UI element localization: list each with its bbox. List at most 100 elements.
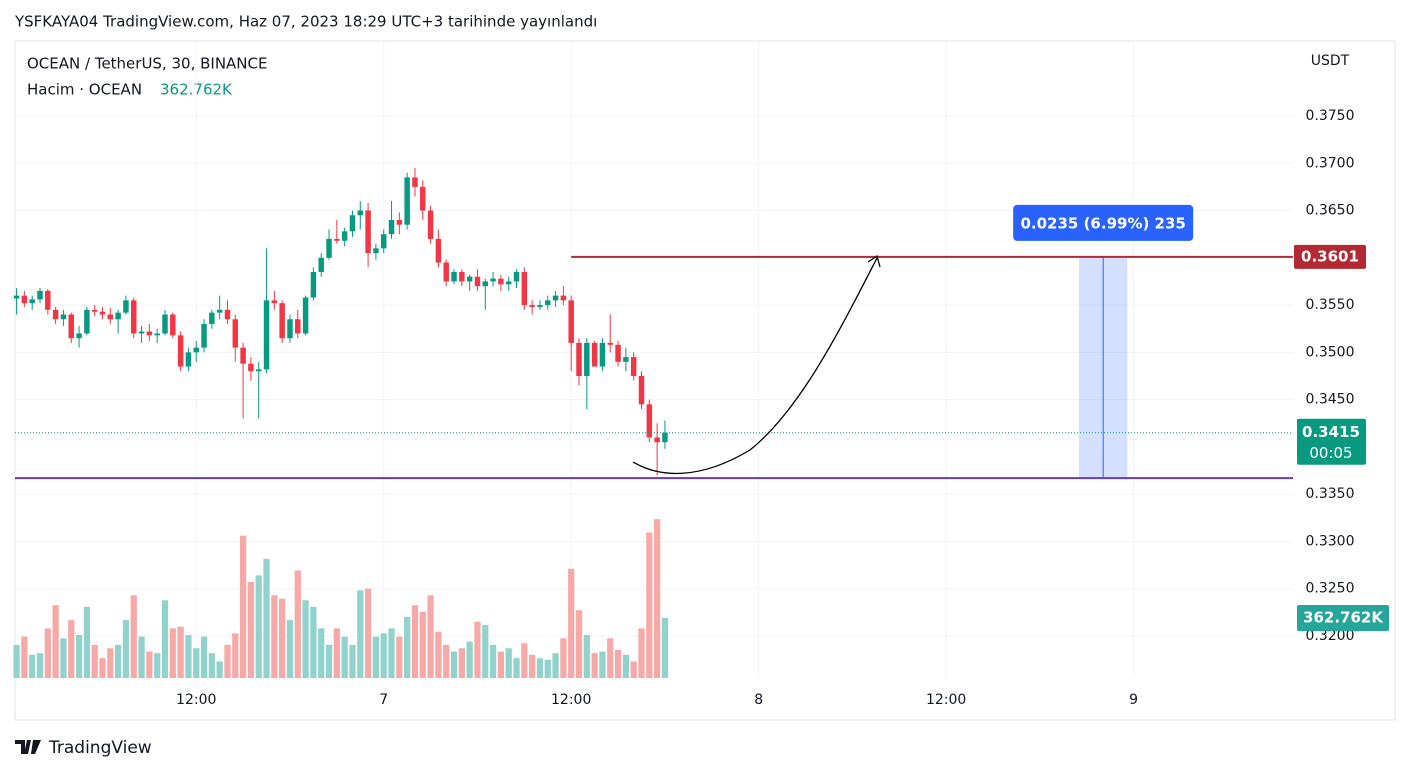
volume-bar [661, 617, 669, 678]
volume-bar [29, 654, 36, 678]
volume-bar [630, 661, 637, 678]
candle-body [45, 290, 51, 310]
candle-body [185, 352, 192, 367]
volume-bar [185, 634, 192, 678]
volume-bar [474, 621, 481, 678]
y-tick-label: 0.3750 [1306, 108, 1355, 124]
volume-bar [591, 653, 598, 678]
volume-bar [536, 658, 544, 678]
y-tick-label: 0.3350 [1306, 486, 1355, 502]
candle-body [576, 342, 582, 376]
volume-bar [68, 620, 75, 678]
volume-bar [208, 653, 215, 678]
volume-bar [357, 590, 364, 678]
x-tick-label: 9 [1129, 692, 1138, 708]
published-note: YSFKAYA04 TradingView.com, Haz 07, 2023 … [14, 13, 597, 31]
currency: USDT [1311, 53, 1350, 69]
candle-body [435, 238, 442, 263]
candle-body [584, 342, 590, 376]
candle-body [482, 281, 489, 287]
volume-bar [364, 588, 372, 678]
candle-body [662, 432, 668, 443]
candle-body [357, 210, 364, 216]
candle-body [552, 295, 559, 301]
candle-body [37, 290, 43, 300]
candle-body [607, 342, 613, 345]
candle-body [68, 314, 74, 339]
candle-body [255, 369, 262, 372]
volume-bar [458, 648, 465, 678]
candle-body [201, 323, 207, 348]
volume-bar [489, 644, 497, 678]
volume-bar [286, 620, 294, 678]
volume-bar [560, 638, 567, 678]
volume-bar [372, 636, 380, 678]
volume-bar [83, 606, 90, 678]
candle-body [224, 309, 231, 320]
candle-body [404, 177, 410, 225]
candle-body [615, 344, 621, 362]
volume-bar [435, 631, 442, 678]
candle-body [138, 331, 145, 334]
volume-bar [380, 633, 387, 678]
volume-bar [466, 641, 473, 678]
volume-bar [216, 661, 223, 678]
volume-bar [60, 638, 67, 678]
candle-body [295, 319, 301, 334]
logo [15, 740, 41, 754]
volume-bar [443, 644, 450, 678]
candle-body [279, 303, 285, 339]
last-price-tag [1297, 418, 1366, 465]
candle-body [271, 300, 278, 304]
volume-bar [599, 651, 606, 678]
volume-bar [411, 605, 419, 678]
volume-bar [607, 638, 614, 678]
candle-body [646, 404, 653, 438]
x-tick-label: 12:00 [551, 692, 591, 708]
volume-bar [107, 648, 114, 678]
candle-body [490, 278, 496, 282]
volume-bar [91, 644, 98, 678]
candle-body [287, 319, 293, 339]
candle-body [420, 186, 426, 211]
volume-bar [146, 651, 153, 678]
volume-bar [552, 653, 559, 678]
candle-body [380, 234, 387, 249]
volume-tag-label: 362.762K [1303, 608, 1384, 626]
volume-bar [325, 644, 333, 678]
candle-body [474, 276, 481, 287]
volume-bar [36, 653, 44, 678]
candle-body [466, 276, 473, 282]
volume-bar [404, 616, 411, 678]
target-tag-label: 0.3601 [1301, 247, 1359, 265]
candle-body [349, 215, 356, 232]
candle-body [84, 309, 90, 334]
volume-bar [544, 659, 551, 678]
volume-bar [271, 595, 278, 678]
volume-bar [294, 570, 301, 678]
y-tick-label: 0.3650 [1306, 203, 1355, 219]
candle-body [21, 295, 28, 304]
y-tick-label: 0.3500 [1306, 344, 1355, 360]
last-price-label: 0.3415 [1302, 423, 1360, 441]
measure-label: 0.0235 (6.99%) 235 [1020, 214, 1185, 232]
x-tick-label: 7 [379, 692, 388, 708]
candle-body [263, 300, 270, 370]
volume-bar [450, 651, 458, 678]
candle-body [451, 271, 457, 282]
candle-body [154, 333, 160, 336]
candle-body [498, 278, 504, 285]
volume-bar [482, 625, 489, 678]
target-tag [1294, 244, 1366, 269]
frame [14, 40, 1396, 721]
symbol-legend: OCEAN / TetherUS, 30, BINANCE [27, 55, 267, 73]
volume-bar [341, 636, 348, 678]
x-tick-label: 8 [754, 692, 763, 708]
volume-bar [349, 644, 356, 678]
volume-bar [654, 519, 661, 678]
volume-bar [239, 535, 247, 678]
volume-bar [138, 636, 145, 678]
volume-bar [427, 595, 434, 678]
volume-bar [44, 628, 51, 678]
